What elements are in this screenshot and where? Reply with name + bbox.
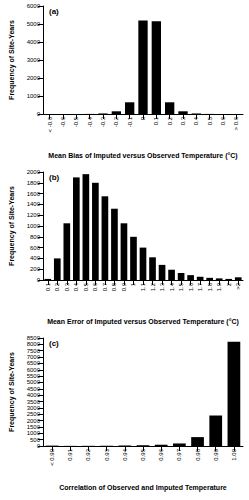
svg-text:6000: 6000 (27, 367, 41, 373)
svg-text:5000: 5000 (27, 21, 41, 27)
svg-text:0.2: 0.2 (54, 282, 60, 291)
svg-text:2000: 2000 (27, 75, 41, 81)
svg-text:3000: 3000 (27, 57, 41, 63)
svg-text:7500: 7500 (27, 348, 41, 354)
svg-text:0.95: 0.95 (140, 448, 146, 460)
svg-text:-0.4: -0.4 (87, 116, 93, 127)
svg-text:0.7: 0.7 (102, 282, 108, 291)
svg-text:1000: 1000 (27, 430, 41, 436)
svg-text:800: 800 (30, 234, 41, 240)
svg-text:2000: 2000 (27, 418, 41, 424)
svg-text:1.2: 1.2 (150, 282, 156, 291)
svg-text:0.98: 0.98 (195, 448, 201, 460)
svg-text:0.6: 0.6 (220, 116, 226, 125)
svg-text:5000: 5000 (27, 379, 41, 385)
svg-text:0.3: 0.3 (64, 282, 70, 291)
svg-text:0: 0 (140, 116, 146, 120)
svg-text:1800: 1800 (27, 180, 41, 186)
svg-text:>2: >2 (235, 282, 241, 290)
svg-text:Mean Bias of Imputed versus Ob: Mean Bias of Imputed versus Observed Tem… (48, 152, 237, 160)
svg-text:Correlation of Observed and Im: Correlation of Observed and Imputed Temp… (59, 484, 227, 492)
svg-text:0.3: 0.3 (180, 116, 186, 125)
svg-text:0.5: 0.5 (207, 116, 213, 125)
svg-text:0.4: 0.4 (73, 282, 79, 291)
svg-text:1.4: 1.4 (169, 282, 175, 291)
svg-text:(a): (a) (49, 7, 59, 16)
svg-text:Mean Error of Imputed versus O: Mean Error of Imputed versus Observed Te… (47, 318, 239, 326)
svg-text:4500: 4500 (27, 386, 41, 392)
svg-text:0.6: 0.6 (92, 282, 98, 291)
svg-text:1.8: 1.8 (207, 282, 213, 291)
svg-text:0.4: 0.4 (193, 116, 199, 125)
svg-text:0.2: 0.2 (167, 116, 173, 125)
svg-text:3500: 3500 (27, 399, 41, 405)
svg-text:1.9: 1.9 (216, 282, 222, 291)
svg-text:1400: 1400 (27, 201, 41, 207)
svg-text:Frequency of Site-Years: Frequency of Site-Years (8, 352, 16, 432)
svg-text:< 0.90: < 0.90 (49, 448, 55, 466)
svg-text:1.1: 1.1 (140, 282, 146, 291)
svg-text:0: 0 (37, 443, 41, 449)
svg-text:8500: 8500 (27, 335, 41, 341)
svg-text:0.5: 0.5 (83, 282, 89, 291)
svg-text:1.3: 1.3 (159, 282, 165, 291)
svg-text:0.1: 0.1 (153, 116, 159, 125)
svg-text:6000: 6000 (27, 3, 41, 9)
svg-text:-0.6: -0.6 (60, 116, 66, 127)
svg-text:0: 0 (37, 277, 41, 283)
svg-text:1.5: 1.5 (178, 282, 184, 291)
svg-text:0.96: 0.96 (158, 448, 164, 460)
svg-text:600: 600 (30, 245, 41, 251)
svg-text:0.8: 0.8 (111, 282, 117, 291)
svg-text:2000: 2000 (27, 169, 41, 175)
svg-text:3000: 3000 (27, 405, 41, 411)
svg-text:-0.1: -0.1 (127, 116, 133, 127)
svg-text:1.6: 1.6 (188, 282, 194, 291)
svg-text:< -0.6: < -0.6 (47, 116, 53, 132)
svg-text:(b): (b) (49, 173, 60, 182)
svg-text:2500: 2500 (27, 411, 41, 417)
svg-text:-0.3: -0.3 (100, 116, 106, 127)
svg-text:8000: 8000 (27, 341, 41, 347)
svg-text:1: 1 (130, 282, 136, 286)
svg-text:Frequency of Site-Years: Frequency of Site-Years (8, 20, 16, 100)
svg-text:0.93: 0.93 (104, 448, 110, 460)
svg-text:0.91: 0.91 (67, 448, 73, 460)
svg-text:6500: 6500 (27, 360, 41, 366)
svg-text:> 0.6: > 0.6 (233, 116, 239, 130)
svg-text:0.94: 0.94 (122, 448, 128, 460)
svg-text:4000: 4000 (27, 39, 41, 45)
svg-text:(c): (c) (49, 339, 59, 348)
svg-text:Frequency of Site-Years: Frequency of Site-Years (8, 186, 16, 266)
svg-text:1.00: 1.00 (231, 448, 237, 460)
svg-text:0.9: 0.9 (121, 282, 127, 291)
svg-text:0: 0 (37, 111, 41, 117)
svg-text:0.1: 0.1 (45, 282, 51, 291)
svg-text:400: 400 (30, 255, 41, 261)
svg-text:1600: 1600 (27, 191, 41, 197)
svg-text:0.92: 0.92 (85, 448, 91, 460)
svg-text:1.7: 1.7 (197, 282, 203, 291)
svg-text:1000: 1000 (27, 93, 41, 99)
svg-text:7000: 7000 (27, 354, 41, 360)
svg-text:4000: 4000 (27, 392, 41, 398)
svg-text:5500: 5500 (27, 373, 41, 379)
svg-text:-0.5: -0.5 (73, 116, 79, 127)
svg-text:1000: 1000 (27, 223, 41, 229)
svg-text:500: 500 (30, 437, 41, 443)
svg-text:0.99: 0.99 (213, 448, 219, 460)
svg-text:200: 200 (30, 266, 41, 272)
svg-text:0.97: 0.97 (176, 448, 182, 460)
svg-text:1500: 1500 (27, 424, 41, 430)
svg-text:-0.2: -0.2 (113, 116, 119, 127)
svg-text:1200: 1200 (27, 212, 41, 218)
svg-text:2: 2 (226, 282, 232, 286)
